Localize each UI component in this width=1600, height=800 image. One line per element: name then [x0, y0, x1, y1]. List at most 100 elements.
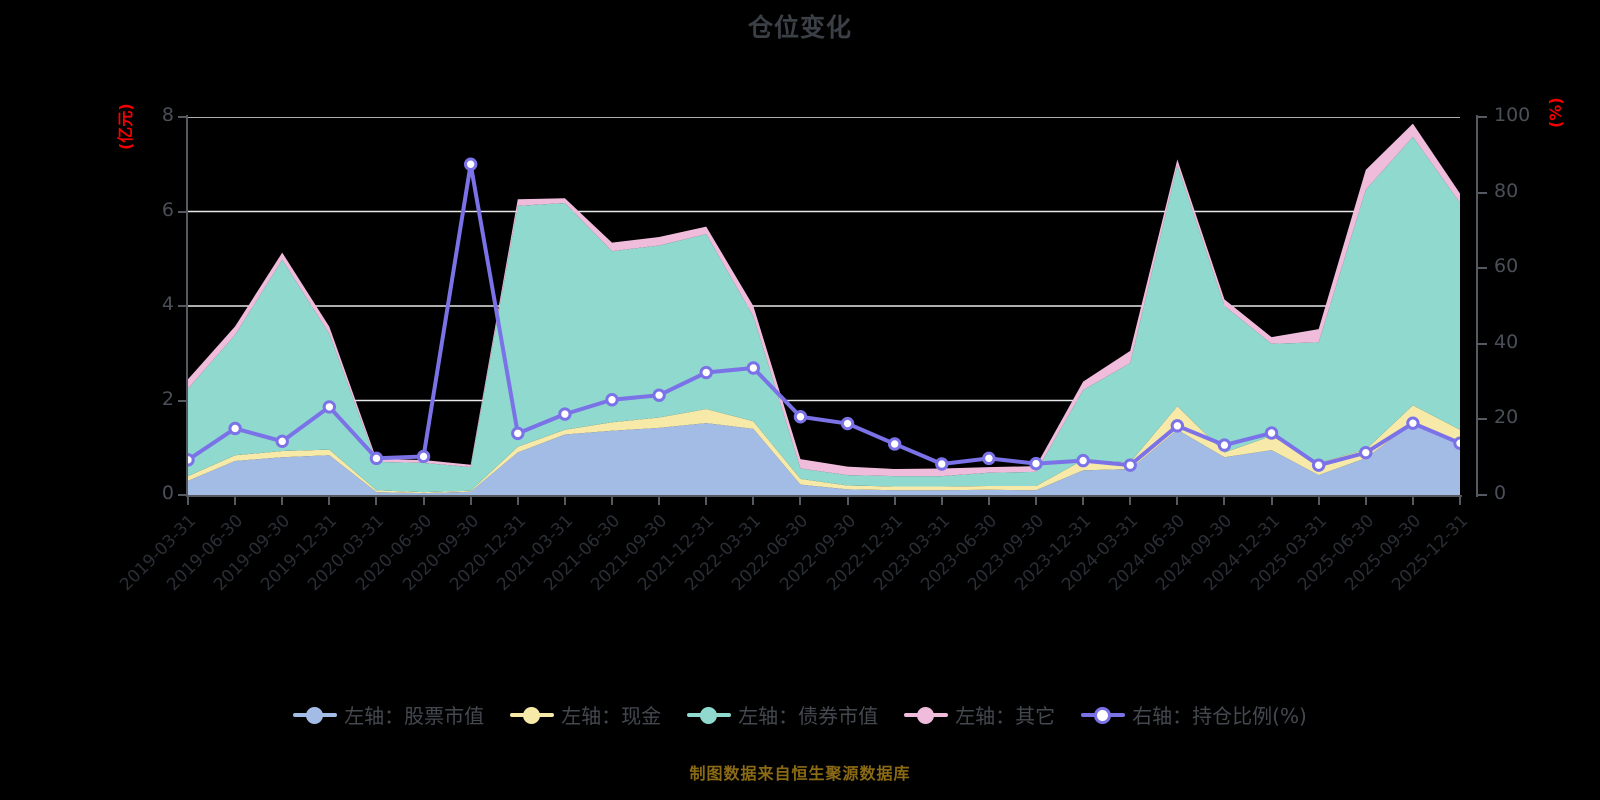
- x-tick-mark: [1082, 497, 1085, 505]
- x-tick-mark: [1459, 497, 1461, 505]
- ratio-point[interactable]: [1123, 458, 1137, 472]
- ratio-point[interactable]: [322, 400, 337, 414]
- right-tick-mark: [1478, 494, 1487, 496]
- x-tick-mark: [328, 497, 331, 505]
- ratio-point[interactable]: [1029, 456, 1043, 471]
- x-tick-mark: [187, 497, 189, 505]
- ratio-point[interactable]: [605, 393, 619, 407]
- ratio-point[interactable]: [887, 437, 902, 451]
- ratio-line-series: [188, 157, 1460, 472]
- legend-label: 左轴：其它: [955, 704, 1056, 728]
- right-tick-label: 80: [1494, 179, 1519, 202]
- left-tick-label: 8: [161, 104, 174, 126]
- left-tick-label: 4: [161, 293, 174, 315]
- legend-marker-icon: [1081, 705, 1126, 725]
- x-tick-mark: [1176, 497, 1179, 505]
- ratio-point[interactable]: [1264, 426, 1279, 440]
- left-tick-mark: [178, 494, 187, 496]
- footer-attribution: 制图数据来自恒生聚源数据库: [689, 764, 911, 783]
- x-tick-mark: [1364, 497, 1367, 505]
- ratio-point[interactable]: [935, 457, 949, 471]
- right-tick-mark: [1478, 116, 1487, 118]
- legend-marker-icon: [293, 705, 338, 725]
- x-tick-mark: [940, 497, 943, 505]
- ratio-point[interactable]: [746, 361, 761, 375]
- x-tick-mark: [1035, 497, 1037, 505]
- legend-marker-icon: [510, 705, 555, 725]
- x-tick-mark: [469, 497, 472, 505]
- ratio-point[interactable]: [416, 449, 431, 464]
- right-axis-line: [1476, 115, 1478, 497]
- left-tick-label: 0: [161, 482, 174, 504]
- right-tick-label: 0: [1494, 482, 1507, 504]
- legend-label: 左轴：债券市值: [738, 704, 879, 728]
- x-tick-mark: [516, 497, 519, 505]
- ratio-point[interactable]: [1217, 438, 1232, 452]
- x-tick-mark: [375, 497, 378, 505]
- ratio-point[interactable]: [699, 365, 713, 380]
- legend-label: 右轴：持仓比例(%): [1132, 704, 1307, 728]
- ratio-point[interactable]: [558, 407, 572, 421]
- ratio-point[interactable]: [793, 410, 808, 424]
- left-tick-mark: [178, 399, 187, 402]
- ratio-point[interactable]: [840, 416, 855, 431]
- ratio-point[interactable]: [652, 388, 666, 402]
- plot-area: [188, 117, 1460, 495]
- left-tick-mark: [178, 305, 187, 307]
- ratio-point[interactable]: [511, 426, 525, 441]
- legend-marker-icon: [687, 705, 732, 725]
- ratio-point[interactable]: [369, 451, 384, 466]
- ratio-point[interactable]: [1359, 445, 1373, 460]
- x-tick-mark: [658, 497, 661, 505]
- right-tick-mark: [1478, 267, 1487, 270]
- legend-label: 左轴：股票市值: [344, 704, 485, 728]
- bottom-axis-line: [188, 495, 1462, 497]
- legend-item[interactable]: 左轴：其它: [904, 700, 1055, 729]
- x-tick-mark: [846, 497, 849, 505]
- stacked-areas: [188, 123, 1460, 495]
- legend-marker-icon: [904, 705, 949, 725]
- x-tick-mark: [1270, 497, 1273, 505]
- ratio-point[interactable]: [228, 421, 242, 436]
- x-tick-mark: [893, 497, 896, 505]
- left-tick-mark: [178, 116, 187, 118]
- legend-label: 左轴：现金: [561, 704, 662, 728]
- left-tick-mark: [178, 210, 187, 213]
- x-tick-mark: [705, 497, 708, 505]
- right-tick-mark: [1478, 418, 1487, 421]
- ratio-point[interactable]: [1311, 458, 1326, 472]
- right-tick-label: 100: [1494, 104, 1531, 126]
- x-tick-mark: [1411, 497, 1414, 505]
- left-tick-label: 2: [161, 387, 174, 410]
- x-tick-mark: [234, 497, 237, 505]
- right-tick-label: 40: [1494, 330, 1519, 353]
- legend-item[interactable]: 右轴：持仓比例(%): [1081, 700, 1307, 729]
- legend-item[interactable]: 左轴：股票市值: [293, 700, 484, 729]
- x-tick-mark: [563, 497, 566, 505]
- x-tick-mark: [752, 497, 755, 505]
- ratio-point[interactable]: [463, 157, 478, 171]
- right-tick-label: 20: [1494, 406, 1519, 429]
- ratio-line: [188, 162, 1460, 468]
- left-axis-line: [186, 115, 188, 497]
- ratio-point[interactable]: [1170, 419, 1185, 433]
- x-tick-mark: [611, 497, 613, 505]
- area-series: [188, 136, 1460, 493]
- legend-item[interactable]: 左轴：债券市值: [687, 700, 878, 729]
- page-title: 仓位变化: [747, 13, 852, 42]
- left-tick-label: 6: [161, 198, 174, 221]
- ratio-point[interactable]: [1076, 453, 1090, 468]
- chart-legend: 左轴：股票市值 左轴：现金 左轴：债券市值 左轴：其它 右轴：持仓比例(%): [0, 700, 1600, 729]
- ratio-point[interactable]: [1453, 436, 1460, 450]
- ratio-point[interactable]: [1406, 416, 1420, 430]
- ratio-point[interactable]: [188, 453, 195, 467]
- right-tick-label: 60: [1494, 255, 1519, 278]
- right-tick-mark: [1478, 342, 1487, 345]
- ratio-point[interactable]: [982, 451, 996, 466]
- x-tick-mark: [1129, 497, 1132, 505]
- x-tick-mark: [799, 497, 802, 505]
- legend-item[interactable]: 左轴：现金: [510, 700, 661, 729]
- x-tick-mark: [281, 497, 284, 505]
- ratio-point[interactable]: [275, 434, 289, 449]
